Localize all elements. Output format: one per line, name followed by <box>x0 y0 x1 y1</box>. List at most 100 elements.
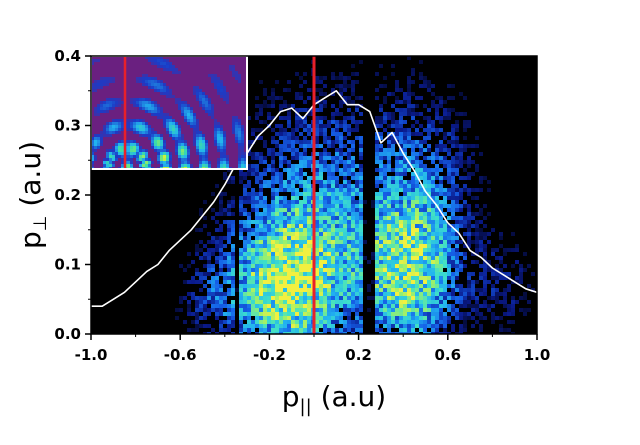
heatmap-cell <box>391 200 395 204</box>
heatmap-cell <box>335 128 339 132</box>
heatmap-cell <box>207 296 211 300</box>
heatmap-cell <box>255 304 259 308</box>
heatmap-cell <box>379 308 383 312</box>
heatmap-cell <box>379 208 383 212</box>
inset-cell <box>229 65 232 68</box>
heatmap-cell <box>399 108 403 112</box>
heatmap-cell <box>471 280 475 284</box>
heatmap-cell <box>287 256 291 260</box>
heatmap-cell <box>359 180 363 184</box>
heatmap-cell <box>263 332 267 334</box>
heatmap-cell <box>343 224 347 228</box>
heatmap-cell <box>327 312 331 316</box>
heatmap-cell <box>391 256 395 260</box>
heatmap-cell <box>451 180 455 184</box>
inset-cell <box>211 113 214 116</box>
heatmap-cell <box>359 112 363 116</box>
heatmap-cell <box>343 324 347 328</box>
heatmap-cell <box>427 80 431 84</box>
y-tick-label: 0.1 <box>54 256 81 274</box>
heatmap-cell <box>391 296 395 300</box>
heatmap-cell <box>407 288 411 292</box>
heatmap-cell <box>251 132 255 136</box>
heatmap-cell <box>391 316 395 320</box>
heatmap-cell <box>231 292 235 296</box>
heatmap-cell <box>387 124 391 128</box>
inset-cell <box>151 56 154 59</box>
heatmap-cell <box>263 236 267 240</box>
heatmap-cell <box>331 168 335 172</box>
heatmap-cell <box>399 140 403 144</box>
heatmap-cell <box>427 324 431 328</box>
inset-cell <box>112 77 115 80</box>
inset-cell <box>136 149 139 152</box>
inset-cell <box>160 116 163 119</box>
heatmap-cell <box>423 296 427 300</box>
inset-cell <box>184 113 187 116</box>
inset-cell <box>196 140 199 143</box>
heatmap-cell <box>443 240 447 244</box>
inset-cell <box>199 149 202 152</box>
heatmap-cell <box>303 100 307 104</box>
inset-cell <box>181 113 184 116</box>
heatmap-cell <box>415 140 419 144</box>
heatmap-cell <box>395 136 399 140</box>
heatmap-cell <box>279 236 283 240</box>
heatmap-cell <box>439 180 443 184</box>
heatmap-cell <box>379 228 383 232</box>
heatmap-cell <box>247 260 251 264</box>
heatmap-cell <box>375 312 379 316</box>
heatmap-cell <box>347 164 351 168</box>
heatmap-cell <box>451 136 455 140</box>
heatmap-cell <box>383 228 387 232</box>
heatmap-cell <box>307 224 311 228</box>
heatmap-cell <box>283 260 287 264</box>
heatmap-cell <box>383 172 387 176</box>
heatmap-cell <box>319 76 323 80</box>
heatmap-cell <box>339 284 343 288</box>
inset-cell <box>145 80 148 83</box>
heatmap-cell <box>383 224 387 228</box>
heatmap-cell <box>319 104 323 108</box>
heatmap-cell <box>463 232 467 236</box>
inset-cell <box>127 125 130 128</box>
heatmap-cell <box>355 304 359 308</box>
heatmap-cell <box>455 236 459 240</box>
heatmap-cell <box>327 144 331 148</box>
heatmap-cell <box>455 272 459 276</box>
inset-cell <box>112 158 115 161</box>
inset-cell <box>181 146 184 149</box>
inset-cell <box>235 128 238 131</box>
inset-cell <box>208 161 211 164</box>
heatmap-cell <box>187 264 191 268</box>
heatmap-cell <box>411 184 415 188</box>
heatmap-cell <box>251 240 255 244</box>
heatmap-cell <box>343 96 347 100</box>
inset-cell <box>136 131 139 134</box>
inset-cell <box>178 164 181 167</box>
inset-cell <box>223 98 226 101</box>
heatmap-cell <box>491 288 495 292</box>
heatmap-cell <box>439 212 443 216</box>
inset-cell <box>157 110 160 113</box>
heatmap-cell <box>351 296 355 300</box>
heatmap-cell <box>399 176 403 180</box>
heatmap-cell <box>351 328 355 332</box>
heatmap-cell <box>391 240 395 244</box>
heatmap-cell <box>391 312 395 316</box>
heatmap-cell <box>451 212 455 216</box>
inset-cell <box>178 131 181 134</box>
inset-cell <box>121 140 124 143</box>
inset-cell <box>112 155 115 158</box>
heatmap-cell <box>227 236 231 240</box>
inset-cell <box>184 149 187 152</box>
heatmap-cell <box>267 148 271 152</box>
heatmap-cell <box>347 184 351 188</box>
heatmap-cell <box>219 328 223 332</box>
heatmap-cell <box>335 120 339 124</box>
heatmap-cell <box>435 300 439 304</box>
heatmap-cell <box>447 224 451 228</box>
heatmap-cell <box>267 164 271 168</box>
heatmap-cell <box>391 148 395 152</box>
heatmap-cell <box>375 96 379 100</box>
